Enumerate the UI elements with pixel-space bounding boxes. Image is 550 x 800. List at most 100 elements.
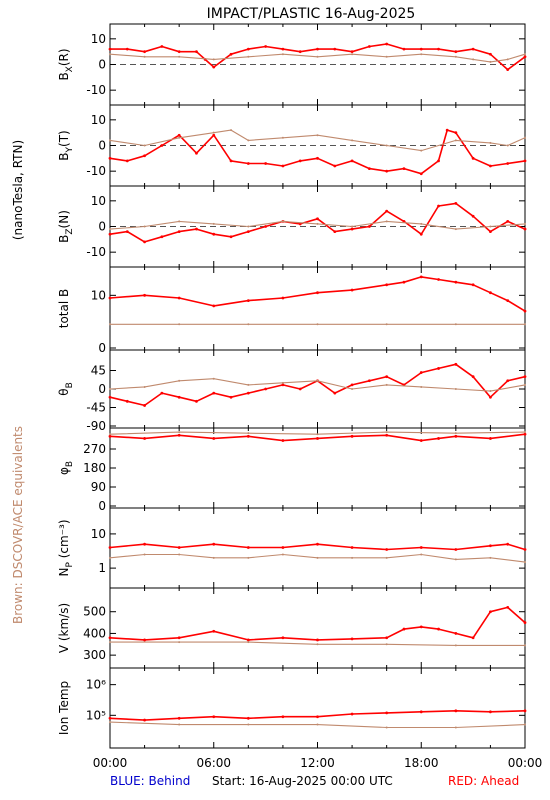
data-point-ahead	[489, 710, 492, 714]
data-point-ahead	[471, 375, 475, 379]
data-point-ahead	[264, 225, 268, 228]
data-point-equivalent	[109, 388, 111, 390]
y-tick-label: 0	[98, 499, 106, 513]
y-axis-label: θB	[57, 382, 75, 396]
data-point-ahead	[229, 159, 233, 163]
data-point-ahead	[523, 709, 527, 713]
start-time-label: Start: 16-Aug-2025 00:00 UTC	[212, 774, 393, 788]
data-point-ahead	[454, 362, 458, 366]
data-point-ahead	[246, 546, 250, 549]
data-point-equivalent	[385, 431, 388, 434]
data-point-equivalent	[109, 433, 111, 436]
data-point-ahead	[264, 162, 268, 165]
data-point-ahead	[454, 280, 458, 284]
data-point-ahead	[125, 159, 129, 163]
data-point-ahead	[385, 548, 389, 551]
data-point-equivalent	[178, 55, 181, 58]
y-tick-label: 180	[83, 461, 106, 475]
data-point-equivalent	[385, 144, 388, 147]
data-point-ahead	[350, 546, 354, 549]
data-point-ahead	[316, 715, 319, 719]
data-point-ahead	[437, 47, 440, 51]
data-point-ahead	[125, 399, 129, 403]
data-point-ahead	[385, 636, 389, 640]
data-point-ahead	[316, 156, 319, 160]
data-point-ahead	[143, 437, 146, 440]
y-axis-label: φB	[57, 461, 75, 475]
data-point-equivalent	[212, 58, 215, 61]
data-point-equivalent	[385, 726, 388, 729]
data-point-ahead	[523, 55, 527, 59]
x-tick-labels: 00:00 06:00 12:00 18:00 00:00	[93, 756, 543, 770]
data-point-ahead	[367, 225, 371, 228]
y-axis-label: BZ(N)	[57, 210, 75, 243]
data-point-ahead	[212, 391, 216, 395]
y-tick-label: 0	[98, 58, 106, 72]
y-tick-label: 300	[83, 648, 106, 662]
data-point-equivalent	[316, 323, 319, 326]
data-point-equivalent	[281, 381, 284, 384]
units-label: (nanoTesla, RTN)	[11, 140, 25, 240]
data-point-ahead	[246, 434, 250, 438]
data-point-ahead	[489, 291, 492, 295]
panel-np: 10 1 NP (cm⁻³)	[57, 507, 527, 589]
series-line-ahead	[110, 43, 526, 71]
data-point-ahead	[454, 50, 458, 54]
data-point-ahead	[489, 544, 492, 548]
data-point-ahead	[246, 47, 250, 51]
data-point-equivalent	[524, 222, 526, 225]
data-point-ahead	[454, 131, 458, 135]
data-point-equivalent	[178, 641, 181, 644]
data-point-ahead	[402, 47, 406, 51]
data-point-ahead	[281, 296, 285, 300]
data-point-ahead	[385, 711, 389, 715]
y-tick-label: 0	[98, 139, 106, 153]
data-point-equivalent	[454, 55, 457, 58]
data-point-ahead	[350, 434, 354, 438]
y-tick-label: 10⁶	[86, 678, 106, 692]
data-point-ahead	[419, 439, 423, 442]
data-point-ahead	[281, 383, 285, 387]
data-point-ahead	[143, 638, 146, 642]
data-point-equivalent	[143, 225, 146, 228]
data-point-equivalent	[524, 136, 526, 139]
data-point-ahead	[419, 371, 423, 374]
y-axis-label: BY(T)	[57, 130, 75, 160]
data-point-ahead	[523, 227, 527, 231]
data-point-ahead	[471, 283, 475, 287]
data-point-equivalent	[316, 556, 319, 559]
data-point-ahead	[143, 154, 146, 158]
data-point-ahead	[177, 296, 181, 300]
data-point-equivalent	[420, 149, 423, 152]
data-point-equivalent	[506, 58, 509, 61]
data-point-ahead	[385, 42, 389, 46]
data-point-equivalent	[524, 644, 526, 647]
data-point-ahead	[108, 636, 112, 640]
data-point-ahead	[125, 230, 129, 234]
data-point-equivalent	[524, 723, 526, 726]
data-point-ahead	[489, 437, 492, 440]
data-point-ahead	[195, 399, 198, 403]
data-point-equivalent	[212, 131, 215, 134]
data-point-equivalent	[489, 556, 492, 559]
y-tick-label: 10	[91, 527, 106, 541]
data-point-equivalent	[109, 53, 111, 56]
ahead-legend: RED: Ahead	[448, 774, 519, 788]
data-point-ahead	[419, 710, 423, 714]
data-point-equivalent	[489, 141, 492, 144]
data-point-ahead	[454, 709, 458, 713]
panel-bz: 10 0 -10 BZ(N)	[57, 185, 527, 268]
data-point-equivalent	[385, 383, 388, 386]
panel-bx: 10 0 -10 BX(R)	[57, 23, 527, 106]
data-point-ahead	[316, 437, 319, 440]
data-point-ahead	[454, 632, 458, 635]
data-point-ahead	[143, 404, 146, 407]
data-point-ahead	[246, 299, 250, 302]
data-point-equivalent	[351, 53, 354, 56]
data-point-ahead	[489, 52, 492, 56]
data-point-ahead	[350, 227, 354, 231]
data-point-ahead	[143, 542, 146, 546]
data-point-ahead	[419, 172, 423, 176]
data-point-equivalent	[109, 556, 111, 559]
data-point-ahead	[454, 434, 458, 438]
